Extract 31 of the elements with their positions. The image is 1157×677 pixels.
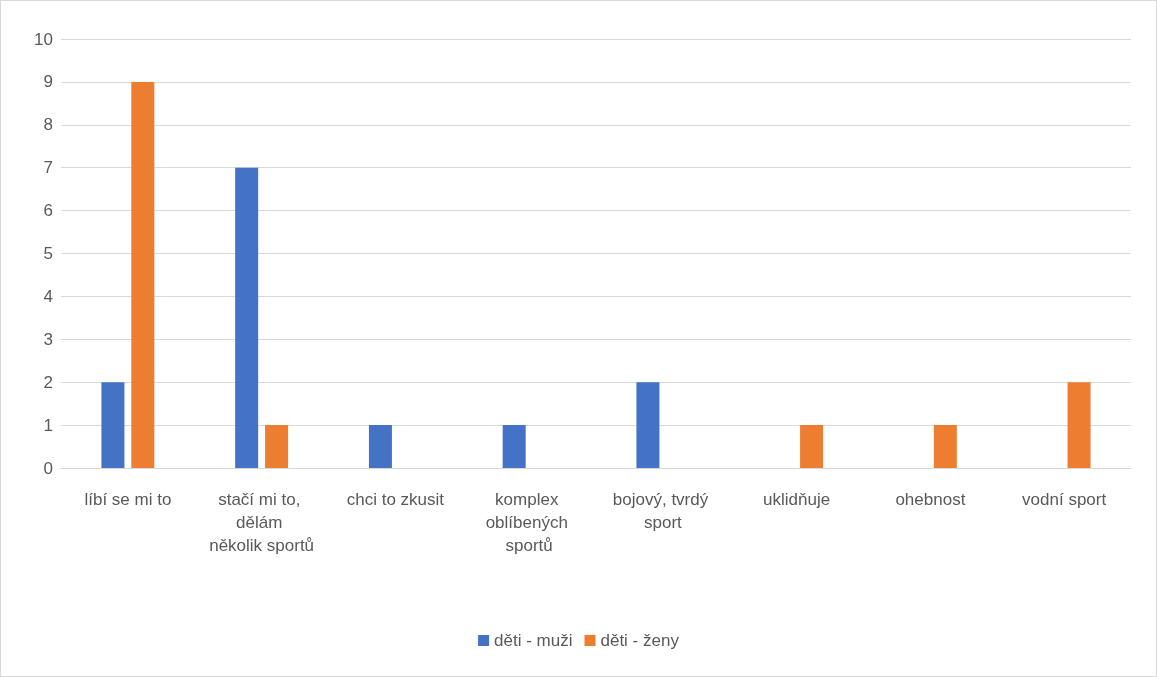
bar [1067,382,1091,468]
x-tick-label: ohebnost [895,490,966,509]
x-tick-label: chci to zkusit [346,490,445,509]
bar [800,425,824,468]
y-tick-label: 4 [43,286,53,306]
y-tick-label: 10 [34,29,53,49]
bar [502,425,526,468]
y-tick-label: 0 [43,458,53,478]
x-tick-label: komplex oblíbených sportů [485,490,573,555]
y-tick-label: 2 [43,372,53,392]
x-tick-label: stačí mi to, dělám několik sportů [209,490,315,555]
legend-label: děti - ženy [600,631,680,650]
bar [265,425,289,468]
y-tick-label: 5 [43,244,53,263]
y-tick-label: 6 [43,201,53,221]
y-tick-label: 7 [43,158,53,178]
bar [933,425,957,468]
x-tick-label: bojový, tvrdý sport [612,490,713,532]
bar [131,81,155,468]
x-tick-label: vodní sport [1022,490,1107,509]
y-tick-label: 8 [43,115,53,135]
x-tick-label: líbí se mi to [84,490,172,509]
y-tick-label: 3 [43,329,53,349]
legend-label: děti - muži [494,631,573,650]
y-tick-label: 9 [43,72,53,92]
bar [636,382,660,468]
bar [235,167,259,468]
y-tick-label: 1 [43,415,53,435]
x-tick-label: uklidňuje [763,490,831,509]
bar [101,382,125,468]
bar [368,425,392,468]
